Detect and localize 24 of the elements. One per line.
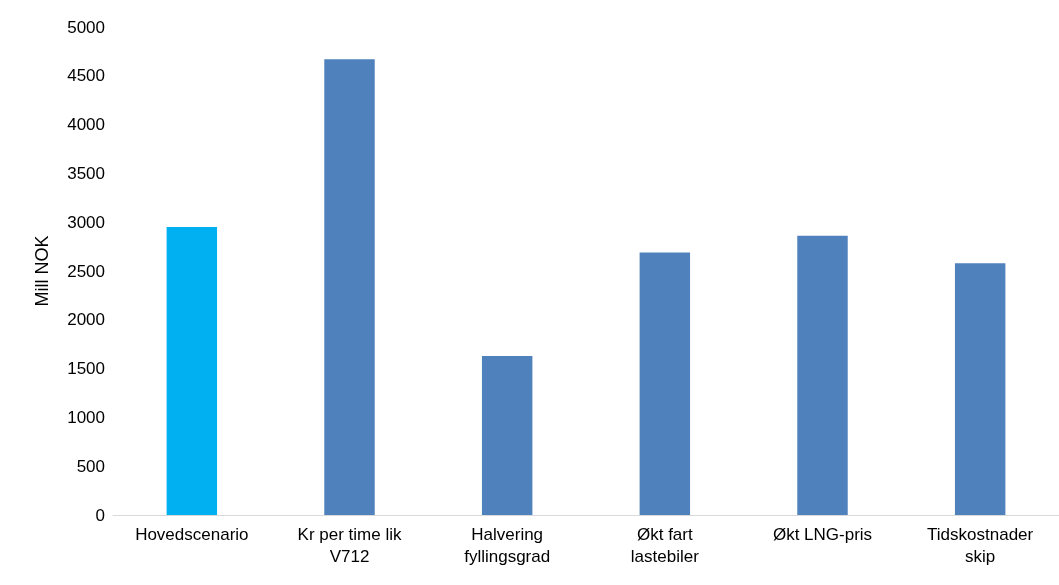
- y-tick-label: 1500: [67, 359, 105, 379]
- y-tick-label: 4000: [67, 115, 105, 135]
- y-tick-label: 500: [76, 456, 105, 476]
- x-tick-label: Kr per time lik V712: [297, 524, 402, 566]
- y-tick-label: 4500: [67, 66, 105, 86]
- x-tick-label: Hovedscenario: [135, 524, 249, 544]
- bar: [639, 252, 691, 515]
- y-axis-title: Mill NOK: [32, 235, 52, 307]
- y-tick-label: 1000: [67, 407, 105, 427]
- x-tick-label: Økt LNG-pris: [772, 524, 873, 544]
- bar: [481, 355, 533, 515]
- bar: [166, 227, 218, 515]
- bar: [797, 235, 848, 515]
- y-tick-label: 2000: [67, 310, 105, 330]
- y-tick-label: 3000: [67, 212, 105, 232]
- bar: [324, 59, 375, 515]
- y-tick-label: 3500: [67, 163, 105, 183]
- x-tick-label: Økt fart lastebiler: [630, 524, 700, 566]
- y-tick-label: 5000: [67, 17, 105, 37]
- y-tick-label: 2500: [67, 261, 105, 281]
- y-tick-label: 0: [95, 505, 105, 525]
- x-tick-label: Halvering fyllingsgrad: [464, 524, 551, 566]
- x-tick-label: Tidskostnader skip: [927, 524, 1034, 566]
- bar: [954, 263, 1006, 515]
